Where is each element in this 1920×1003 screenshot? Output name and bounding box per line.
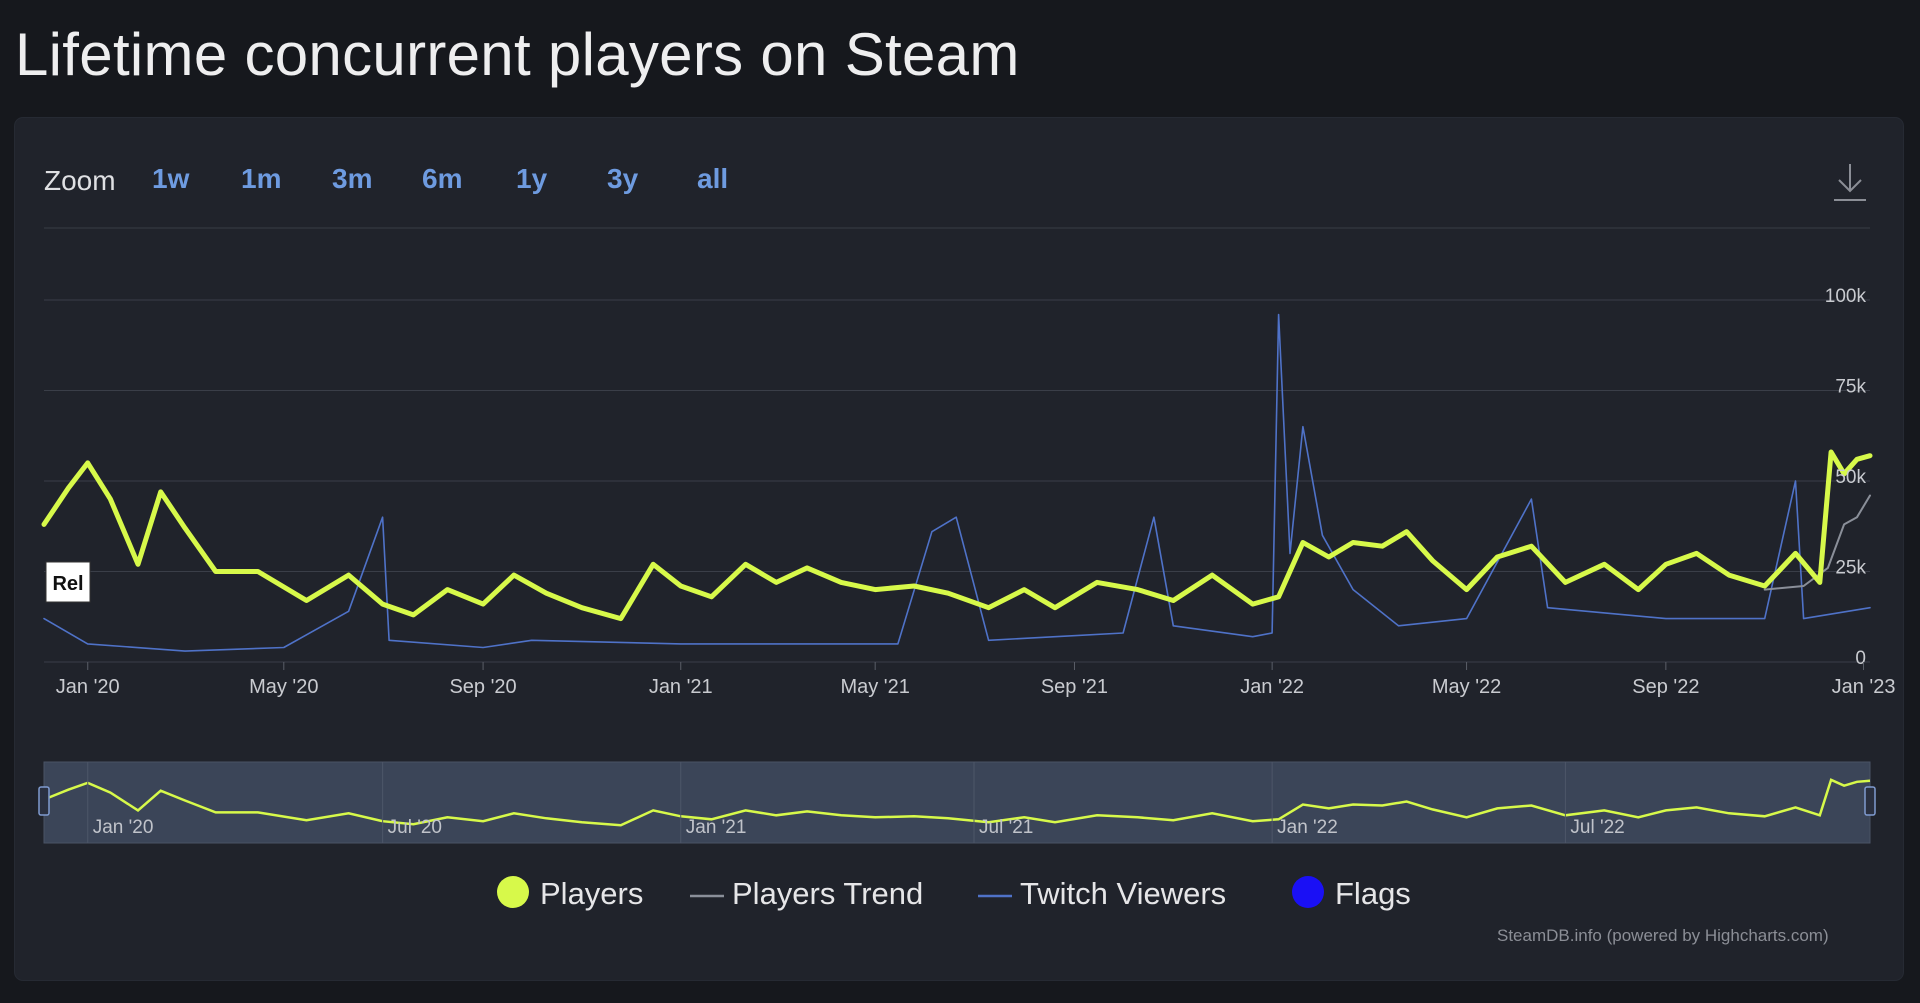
zoom-1w-button[interactable]: 1w <box>152 163 190 194</box>
credits-text: SteamDB.info (powered by Highcharts.com) <box>1497 926 1829 945</box>
navigator-label: Jan '20 <box>93 817 154 838</box>
legend-item-players[interactable]: Players <box>497 876 643 911</box>
page-title: Lifetime concurrent players on Steam <box>15 21 1020 88</box>
series-layer: Rel <box>41 313 1873 652</box>
download-icon[interactable] <box>1830 160 1870 206</box>
navigator-handle-left[interactable] <box>38 786 50 816</box>
y-tick-label: 0 <box>1855 648 1866 669</box>
legend-item-players-trend[interactable]: Players Trend <box>690 876 923 911</box>
x-tick-label: May '22 <box>1432 676 1501 698</box>
x-tick-label: Jan '21 <box>649 676 713 698</box>
zoom-3m-button[interactable]: 3m <box>332 163 373 194</box>
y-tick-label: 50k <box>1835 467 1866 488</box>
y-tick-label: 25k <box>1835 558 1866 579</box>
navigator-series-line <box>43 778 1871 827</box>
zoom-label: Zoom <box>44 165 116 196</box>
legend-layer: Players Players Trend Twitch Viewers Flags <box>497 876 1411 911</box>
y-tick-label: 100k <box>1825 286 1867 307</box>
legend-item-flags[interactable]: Flags <box>1292 876 1411 911</box>
x-tick-label: Sep '22 <box>1632 676 1699 698</box>
x-tick-label: Jan '22 <box>1240 676 1304 698</box>
release-flag-label: Rel <box>52 573 83 595</box>
release-flag-box <box>45 561 91 603</box>
zoom-1y-button[interactable]: 1y <box>516 163 548 194</box>
x-tick-label: Sep '20 <box>449 676 516 698</box>
series-line-players-trend <box>1763 494 1871 591</box>
legend-symbol <box>497 876 529 908</box>
zoom-6m-button[interactable]: 6m <box>422 163 463 194</box>
legend-label: Players Trend <box>732 876 923 911</box>
axis-layer: 0 25k 50k 75k 100k Jan '20 May '20 Sep '20 Jan '… <box>56 286 1896 698</box>
navigator-label: Jul '21 <box>979 817 1033 838</box>
legend-symbol <box>1292 876 1324 908</box>
zoom-1m-button[interactable]: 1m <box>241 163 282 194</box>
navigator-layer: Jan '20 Jul '20 Jan '21 Jul '21 Jan '22 Jul '… <box>38 761 1876 844</box>
x-tick-label: May '21 <box>840 676 909 698</box>
navigator-label: Jan '22 <box>1277 817 1338 838</box>
legend-label: Flags <box>1335 876 1411 911</box>
legend-label: Players <box>540 876 643 911</box>
release-flag: Rel <box>45 561 91 603</box>
series-line-players <box>41 449 1873 622</box>
x-tick-label: Jan '20 <box>56 676 120 698</box>
series-line-twitch-viewers <box>43 313 1871 652</box>
navigator-label: Jan '21 <box>686 817 747 838</box>
zoom-all-button[interactable]: all <box>697 163 729 194</box>
x-tick-label: Sep '21 <box>1041 676 1108 698</box>
x-tick-label: May '20 <box>249 676 318 698</box>
x-tick-label: Jan '23 <box>1832 676 1896 698</box>
navigator-label: Jul '20 <box>388 817 442 838</box>
navigator-label: Jul '22 <box>1570 817 1624 838</box>
navigator-handle-right[interactable] <box>1864 786 1876 816</box>
zoom-3y-button[interactable]: 3y <box>607 163 639 194</box>
grid-layer <box>44 227 1870 663</box>
y-tick-label: 75k <box>1835 377 1866 398</box>
legend-item-twitch-viewers[interactable]: Twitch Viewers <box>978 876 1226 911</box>
legend-label: Twitch Viewers <box>1020 876 1226 911</box>
